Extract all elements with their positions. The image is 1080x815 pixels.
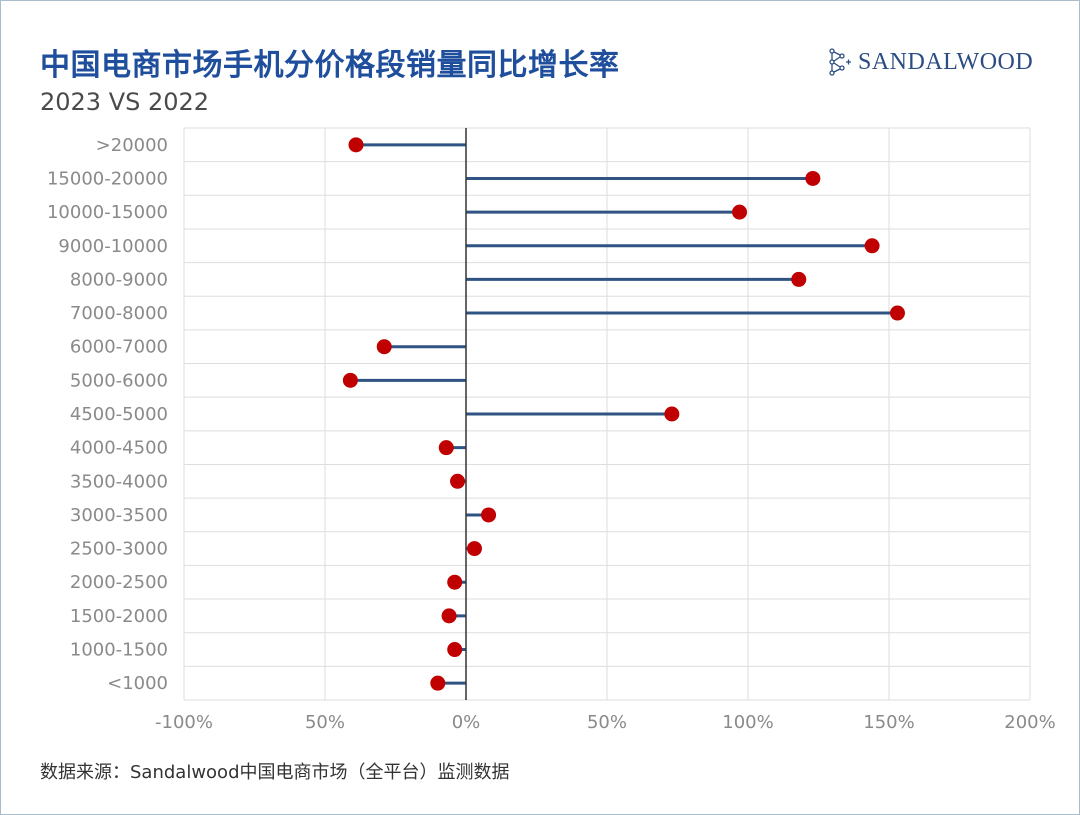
y-axis-labels: >20000 15000-20000 10000-15000 9000-10000 80…: [47, 135, 168, 694]
x-axis-labels: -100% 50% 0% 50% 100% 150% 200%: [155, 712, 1056, 733]
chart-title: 中国电商市场手机分价格段销量同比增长率: [40, 48, 620, 83]
lollipop-dot: [791, 271, 807, 287]
lollipop-dot: [864, 238, 880, 254]
x-tick-label: 200%: [1004, 712, 1055, 733]
y-tick-label: 3500-4000: [70, 471, 168, 492]
lollipop-dot: [466, 541, 482, 557]
y-tick-label: >20000: [96, 135, 168, 156]
chart-subtitle: 2023 VS 2022: [40, 88, 210, 116]
y-tick-label: 1000-1500: [70, 640, 168, 661]
x-tick-label: 100%: [722, 712, 773, 733]
lollipop-dot: [441, 608, 457, 624]
lollipop-dot: [430, 675, 446, 691]
lollipop-dot: [481, 507, 497, 523]
data-source-note: 数据来源：Sandalwood中国电商市场（全平台）监测数据: [40, 762, 510, 783]
lollipop-dot: [342, 372, 358, 388]
stem-layer: [350, 143, 898, 685]
y-tick-label: 3000-3500: [70, 505, 168, 526]
y-tick-label: 7000-8000: [70, 303, 168, 324]
y-tick-label: 9000-10000: [58, 236, 168, 257]
y-tick-label: 5000-6000: [70, 370, 168, 391]
y-tick-label: <1000: [107, 673, 168, 694]
x-tick-label: -100%: [155, 712, 213, 733]
lollipop-dot: [376, 339, 392, 355]
lollipop-dot: [889, 305, 905, 321]
x-tick-label: 50%: [587, 712, 627, 733]
lollipop-dot: [447, 574, 463, 590]
logo-text: SANDALWOOD: [858, 48, 1034, 75]
x-tick-label: 50%: [305, 712, 345, 733]
y-tick-label: 4500-5000: [70, 404, 168, 425]
x-tick-label: 150%: [863, 712, 914, 733]
lollipop-dot: [664, 406, 680, 422]
y-tick-label: 10000-15000: [47, 202, 168, 223]
dot-layer: [342, 137, 905, 691]
y-tick-label: 2000-2500: [70, 572, 168, 593]
lollipop-dot: [450, 473, 466, 489]
y-tick-label: 1500-2000: [70, 606, 168, 627]
y-tick-label: 6000-7000: [70, 337, 168, 358]
lollipop-dot: [348, 137, 364, 153]
sandalwood-logo-icon: [829, 48, 851, 76]
y-tick-label: 4000-4500: [70, 438, 168, 459]
lollipop-dot: [447, 642, 463, 658]
lollipop-dot: [438, 440, 454, 456]
brand-logo: SANDALWOOD: [826, 46, 1033, 78]
y-tick-label: 8000-9000: [70, 269, 168, 290]
x-tick-label: 0%: [452, 712, 481, 733]
lollipop-dot: [805, 170, 821, 186]
y-tick-label: 15000-20000: [47, 168, 168, 189]
lollipop-dot: [732, 204, 748, 220]
y-tick-label: 2500-3000: [70, 539, 168, 560]
